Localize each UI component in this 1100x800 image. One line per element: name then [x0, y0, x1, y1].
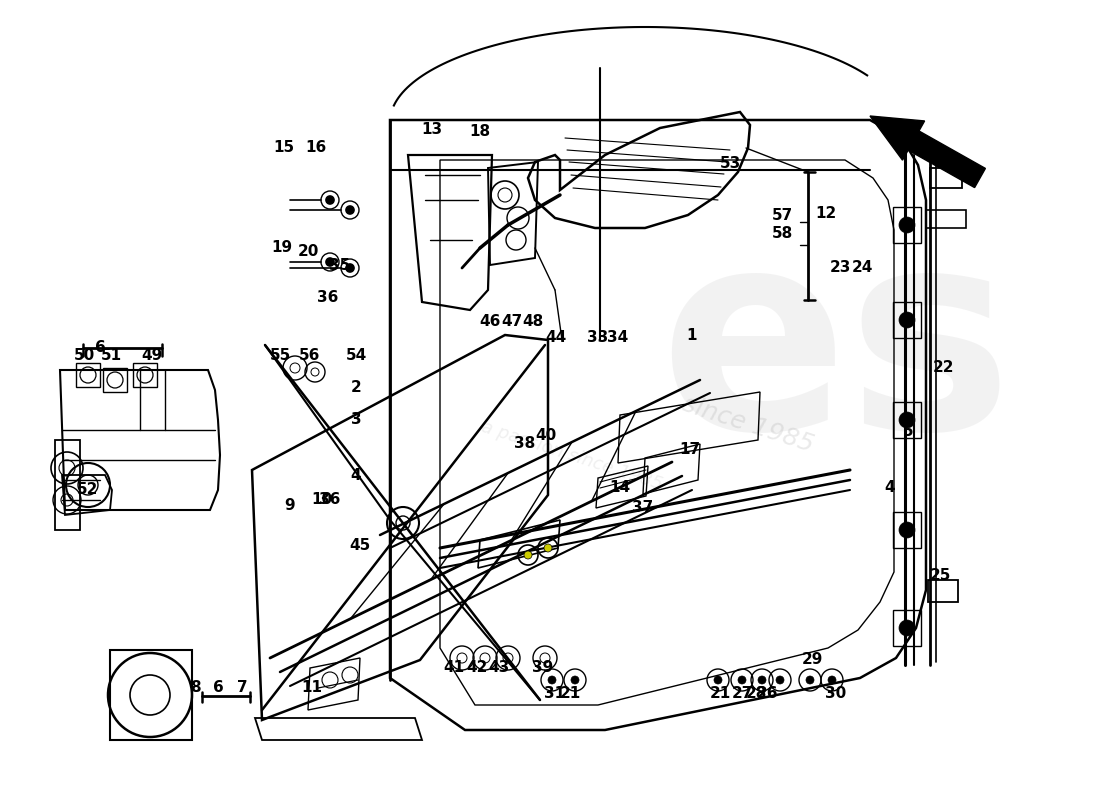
Text: 1: 1 [686, 329, 697, 343]
Bar [893, 302, 921, 338]
FancyArrow shape [870, 116, 986, 187]
Text: 6: 6 [212, 681, 223, 695]
Text: 57: 57 [771, 207, 793, 222]
Circle shape [548, 676, 556, 684]
Circle shape [899, 217, 915, 233]
Bar [930, 168, 962, 188]
Text: 34: 34 [607, 330, 628, 346]
Text: 3: 3 [351, 413, 361, 427]
Text: 53: 53 [719, 155, 740, 170]
Circle shape [899, 412, 915, 428]
Bar [893, 512, 921, 548]
Text: 23: 23 [829, 261, 850, 275]
Bar [893, 610, 921, 646]
Text: 13: 13 [421, 122, 442, 138]
Bar [926, 210, 966, 228]
Text: 31: 31 [544, 686, 565, 701]
Bar [76, 363, 100, 387]
Text: 52: 52 [77, 482, 99, 498]
Circle shape [544, 544, 552, 552]
Text: 21: 21 [710, 686, 730, 701]
Text: 22: 22 [933, 361, 955, 375]
Text: 54: 54 [345, 347, 366, 362]
Text: 5: 5 [903, 425, 913, 439]
Text: 39: 39 [532, 661, 553, 675]
Text: 42: 42 [466, 661, 487, 675]
Circle shape [899, 522, 915, 538]
Text: 8: 8 [189, 681, 200, 695]
Text: 58: 58 [771, 226, 793, 241]
Circle shape [738, 676, 746, 684]
Circle shape [776, 676, 784, 684]
Text: 24: 24 [851, 261, 872, 275]
Bar [893, 402, 921, 438]
Text: since 1985: since 1985 [680, 391, 816, 457]
Text: 15: 15 [274, 141, 295, 155]
Circle shape [828, 676, 836, 684]
Text: 21: 21 [560, 686, 581, 701]
Text: 36: 36 [317, 290, 339, 306]
Text: 10: 10 [311, 493, 332, 507]
Text: 49: 49 [142, 347, 163, 362]
Circle shape [899, 620, 915, 636]
Text: 14: 14 [609, 481, 630, 495]
Text: 44: 44 [546, 330, 566, 346]
Text: 43: 43 [488, 661, 509, 675]
Text: 36: 36 [319, 493, 341, 507]
Text: es: es [659, 217, 1013, 487]
Text: 45: 45 [350, 538, 371, 553]
Circle shape [571, 676, 579, 684]
Text: 40: 40 [536, 427, 557, 442]
Text: 37: 37 [632, 501, 653, 515]
Circle shape [346, 206, 354, 214]
Text: 51: 51 [100, 347, 122, 362]
Text: 29: 29 [801, 653, 823, 667]
Text: 19: 19 [272, 241, 293, 255]
Circle shape [714, 676, 722, 684]
Text: 25: 25 [930, 567, 950, 582]
Text: 41: 41 [443, 661, 464, 675]
Circle shape [346, 264, 354, 272]
Text: 30: 30 [825, 686, 847, 701]
Circle shape [899, 312, 915, 328]
Text: 12: 12 [815, 206, 837, 221]
Text: 2: 2 [351, 381, 362, 395]
Text: 18: 18 [470, 125, 491, 139]
Text: 46: 46 [480, 314, 501, 330]
Bar [133, 363, 157, 387]
Text: 17: 17 [680, 442, 701, 458]
Text: 27: 27 [732, 686, 752, 701]
Text: 20: 20 [297, 245, 319, 259]
Text: 28: 28 [746, 686, 767, 701]
Text: 7: 7 [236, 681, 248, 695]
Text: 4: 4 [351, 467, 361, 482]
Text: 48: 48 [522, 314, 543, 330]
Text: 33: 33 [587, 330, 608, 346]
Text: 6: 6 [95, 341, 106, 355]
Text: 50: 50 [74, 347, 95, 362]
Circle shape [326, 258, 334, 266]
Text: 11: 11 [301, 681, 322, 695]
Bar [928, 580, 958, 602]
Text: 47: 47 [502, 314, 522, 330]
Text: 16: 16 [306, 141, 327, 155]
Circle shape [758, 676, 766, 684]
Text: 35: 35 [329, 258, 351, 273]
Text: 4: 4 [884, 481, 895, 495]
Text: 55: 55 [270, 347, 290, 362]
Circle shape [326, 196, 334, 204]
Circle shape [806, 676, 814, 684]
Bar [893, 207, 921, 243]
Text: 26: 26 [757, 686, 779, 701]
Text: 9: 9 [285, 498, 295, 513]
Text: 38: 38 [515, 437, 536, 451]
Text: a passion since 1985: a passion since 1985 [480, 418, 664, 494]
Circle shape [524, 551, 532, 559]
Bar [103, 368, 127, 392]
Text: 56: 56 [299, 347, 321, 362]
